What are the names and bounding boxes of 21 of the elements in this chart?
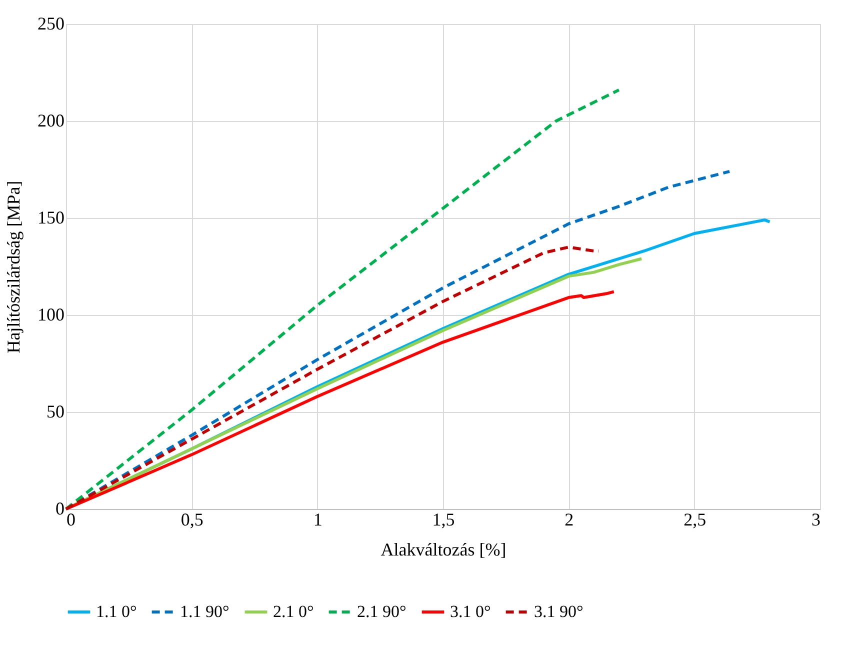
y-tick-label: 150: [38, 208, 64, 228]
legend-label: 3.1 90°: [534, 602, 584, 621]
x-tick-label: 3: [812, 510, 820, 530]
x-tick-label: 1: [313, 510, 322, 530]
x-tick-label: 2: [564, 510, 574, 530]
y-tick-label: 100: [38, 304, 64, 324]
line-series: [64, 290, 616, 510]
legend-label: 2.1 90°: [357, 602, 406, 621]
x-tick-label: 0,5: [180, 510, 204, 530]
x-tick-label: 1,5: [432, 510, 455, 530]
legend-label: 1.1 0°: [96, 602, 137, 621]
y-axis-title: Hajlítószilárdság [MPa]: [4, 180, 24, 354]
x-tick-label: 2,5: [684, 510, 706, 530]
y-tick-label: 250: [38, 14, 64, 34]
line-series: [64, 88, 620, 510]
legend-label: 2.1 0°: [273, 602, 314, 621]
legend-label: 1.1 90°: [180, 602, 230, 621]
legend-label: 3.1 0°: [450, 602, 491, 621]
y-tick-label: 50: [46, 402, 64, 422]
x-axis-title: Alakváltozás [%]: [380, 540, 506, 560]
y-tick-label: 200: [38, 110, 64, 130]
